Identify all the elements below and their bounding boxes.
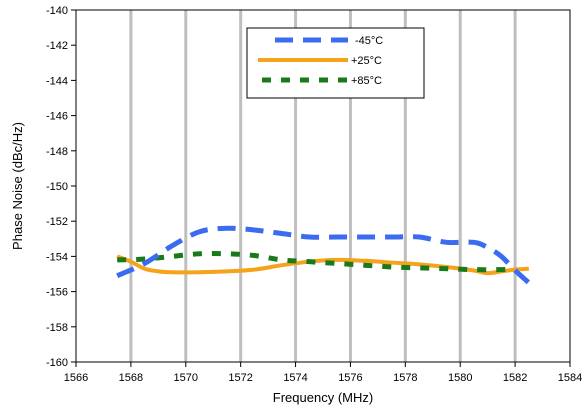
x-tick-label: 1568 [119, 372, 143, 384]
y-tick-label: -140 [46, 5, 68, 17]
x-axis-title: Frequency (MHz) [273, 390, 373, 405]
series-layer [116, 225, 531, 285]
y-axis-title: Phase Noise (dBc/Hz) [10, 122, 25, 250]
x-tick-label: 1578 [393, 372, 417, 384]
legend-label-series-2: +25°C [351, 55, 382, 67]
x-tick-label: 1566 [64, 372, 88, 384]
x-tick-label: 1574 [283, 372, 307, 384]
series-line-3 [117, 250, 516, 273]
x-tick-label: 1570 [174, 372, 198, 384]
legend-label-series-1: -45°C [355, 35, 383, 47]
x-tick-label: 1582 [503, 372, 527, 384]
y-tick-label: -142 [46, 40, 68, 52]
y-tick-label: -144 [46, 75, 68, 87]
legend: -45°C +25°C +85°C [246, 27, 425, 99]
x-tick-label: 1580 [448, 372, 472, 384]
y-tick-label: -156 [46, 287, 68, 299]
y-tick-label: -154 [46, 251, 68, 263]
y-tick-label: -150 [46, 181, 68, 193]
series-line-1 [116, 225, 531, 285]
y-tick-label: -160 [46, 357, 68, 369]
series-line-2 [116, 254, 529, 276]
y-tick-label: -152 [46, 216, 68, 228]
y-tick-label: -158 [46, 322, 68, 334]
x-tick-label: 1572 [228, 372, 252, 384]
tick-label-layer: 1566 1568 1570 1572 1574 1576 1578 1580 1582 1584… [46, 5, 582, 384]
x-tick-label: 1576 [338, 372, 362, 384]
y-tick-label: -148 [46, 146, 68, 158]
legend-label-series-3: +85°C [351, 75, 382, 87]
x-tick-label: 1584 [558, 372, 582, 384]
y-tick-label: -146 [46, 111, 68, 123]
